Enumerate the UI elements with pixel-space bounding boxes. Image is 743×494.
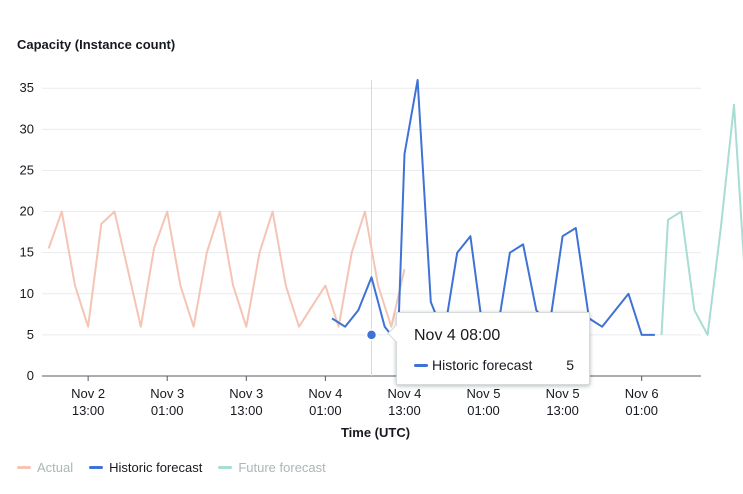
x-tick-label-time: 13:00 (546, 403, 579, 418)
tooltip-value: 5 (566, 357, 574, 373)
x-tick-label-time: 13:00 (230, 403, 263, 418)
y-tick-label: 0 (27, 368, 34, 383)
x-tick-label-time: 01:00 (625, 403, 658, 418)
x-tick-label-date: Nov 5 (546, 386, 580, 401)
y-tick-label: 5 (27, 327, 34, 342)
tooltip-series-swatch (414, 363, 428, 367)
legend-item-future-forecast[interactable]: Future forecast (218, 460, 326, 475)
tooltip-title: Nov 4 08:00 (414, 327, 501, 344)
x-tick-label-date: Nov 4 (308, 386, 342, 401)
legend-label-future-forecast: Future forecast (238, 460, 326, 475)
x-tick-label-time: 01:00 (467, 403, 500, 418)
x-tick-label-date: Nov 4 (387, 386, 421, 401)
legend-swatch-actual (17, 466, 31, 469)
chart-legend: Actual Historic forecast Future forecast (17, 460, 326, 475)
x-tick-label-time: 13:00 (72, 403, 105, 418)
legend-item-historic-forecast[interactable]: Historic forecast (89, 460, 202, 475)
tooltip-series-name: Historic forecast (432, 357, 533, 373)
y-tick-label: 20 (20, 204, 34, 219)
x-tick-label-date: Nov 2 (71, 386, 105, 401)
x-tick-label-date: Nov 3 (150, 386, 184, 401)
series-line-actual[interactable] (47, 210, 406, 328)
x-tick-label-date: Nov 3 (229, 386, 263, 401)
legend-item-actual[interactable]: Actual (17, 460, 73, 475)
y-tick-label: 30 (20, 121, 34, 136)
y-tick-label: 25 (20, 162, 34, 177)
x-tick-label-time: 01:00 (151, 403, 184, 418)
tooltip-row: Historic forecast 5 (414, 357, 574, 373)
x-tick-label-date: Nov 6 (625, 386, 659, 401)
y-tick-label: 10 (20, 286, 34, 301)
highlight-point[interactable] (365, 329, 378, 341)
chart-title: Capacity (Instance count) (17, 37, 176, 52)
y-tick-label: 35 (20, 80, 34, 95)
x-tick-label-time: 01:00 (309, 403, 342, 418)
x-tick-label-time: 13:00 (388, 403, 421, 418)
series-line-future-forecast[interactable] (660, 103, 743, 336)
x-tick-label-date: Nov 5 (467, 386, 501, 401)
y-tick-label: 15 (20, 245, 34, 260)
x-axis-label: Time (UTC) (341, 425, 410, 440)
legend-swatch-future-forecast (218, 466, 233, 469)
legend-label-actual: Actual (37, 460, 74, 475)
chart-tooltip: Nov 4 08:00 Historic forecast 5 (387, 312, 590, 385)
legend-swatch-historic-forecast (89, 466, 104, 469)
legend-label-historic-forecast: Historic forecast (109, 460, 203, 475)
